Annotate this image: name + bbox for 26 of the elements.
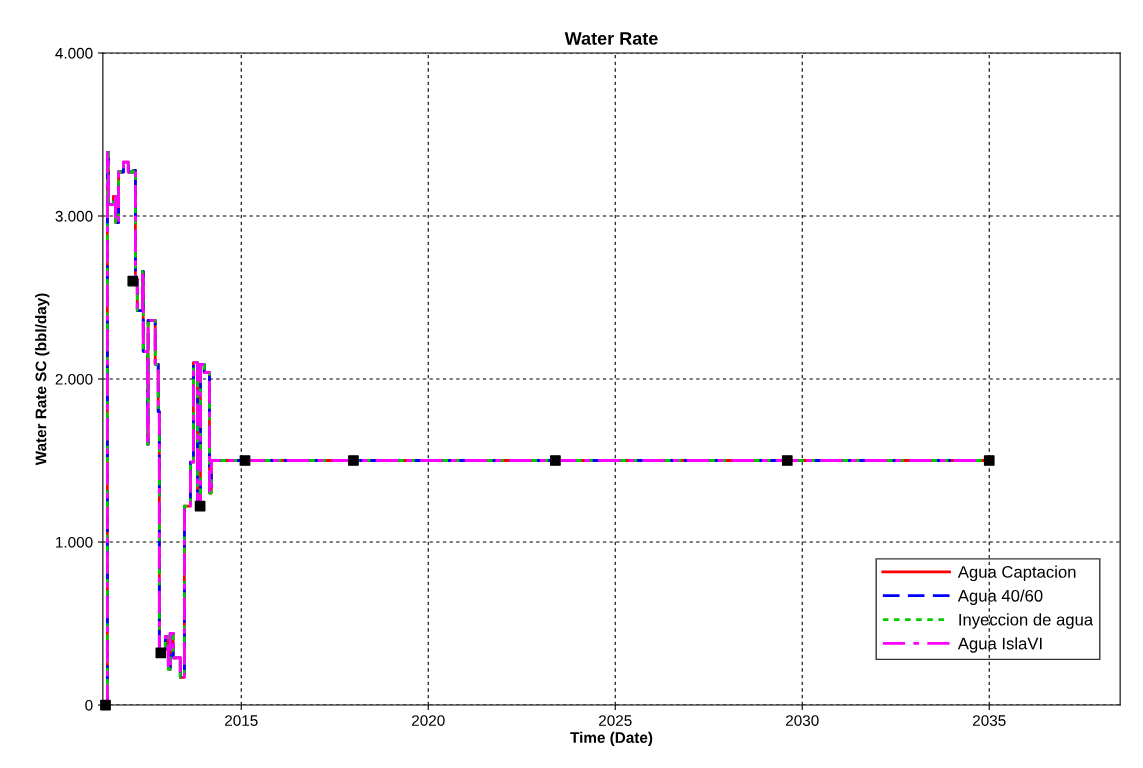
legend-label: Agua Captacion [957, 565, 1076, 582]
legend-label: Inyeccion de agua [959, 613, 1094, 629]
y-tick-label: 3.000 [55, 210, 93, 222]
point [127, 275, 139, 287]
point [100, 699, 111, 711]
point [781, 455, 793, 466]
x-tick-label: 2030 [786, 715, 819, 726]
y-tick-label: 1.000 [56, 536, 93, 548]
y-tick-label: 0 [85, 699, 93, 711]
legend-label: Agua IslaVI [957, 637, 1042, 653]
legend-label: Agua 40/60 [957, 589, 1043, 605]
x-tick-label: 2035 [973, 715, 1006, 726]
x-axis-title: Time (Date) [570, 731, 653, 747]
point [550, 455, 561, 466]
point [983, 455, 995, 466]
x-tick-label: 2020 [412, 715, 445, 726]
x-tick-label: 2015 [225, 715, 258, 726]
y-tick-label: 2.000 [55, 373, 93, 385]
chart-title: Water Rate [564, 32, 658, 45]
y-axis-title: Water Rate SC (bbl/day) [35, 293, 50, 466]
point [348, 455, 359, 466]
point [194, 500, 206, 512]
x-tick-label: 2025 [599, 715, 632, 726]
y-tick-label: 4.000 [55, 47, 93, 59]
point [155, 647, 167, 659]
point [239, 455, 251, 466]
